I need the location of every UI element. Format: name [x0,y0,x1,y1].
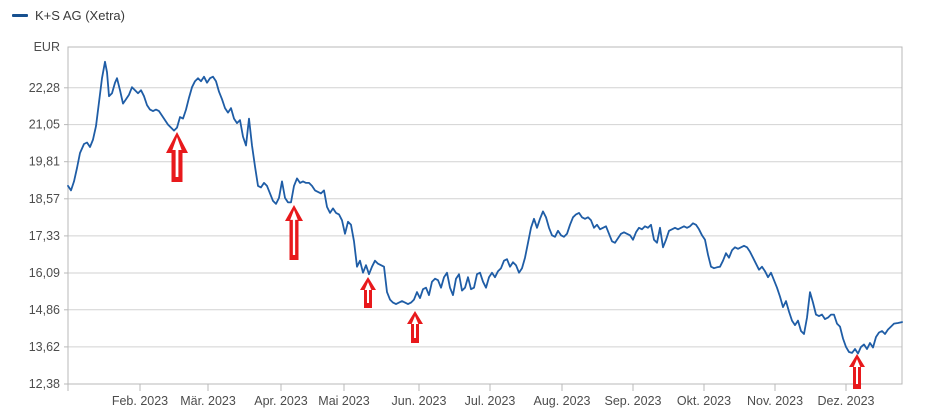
x-axis-tick-label: Apr. 2023 [254,394,308,408]
buy-signal-arrow-inner-icon [364,282,372,303]
y-axis-tick-label: 21,05 [29,118,60,132]
y-axis-tick-label: 19,81 [29,155,60,169]
y-axis-tick-label: 18,57 [29,192,60,206]
x-axis-tick-label: Sep. 2023 [605,394,662,408]
buy-signal-arrow-inner-icon [290,210,298,255]
buy-signal-arrow-inner-icon [411,316,419,338]
x-axis-tick-label: Nov. 2023 [747,394,803,408]
series-label: K+S AG (Xetra) [35,8,125,23]
x-axis-tick-label: Okt. 2023 [677,394,731,408]
y-axis-tick-label: 16,09 [29,266,60,280]
x-axis-tick-label: Dez. 2023 [818,394,875,408]
legend[interactable]: K+S AG (Xetra) [12,8,125,23]
y-axis-tick-label: 14,86 [29,303,60,317]
price-line [67,60,903,355]
y-axis-tick-label: 12,38 [29,377,60,391]
buy-signal-arrow-inner-icon [172,137,182,177]
x-axis-tick-label: Feb. 2023 [112,394,168,408]
x-axis-tick-label: Aug. 2023 [534,394,591,408]
x-axis-tick-label: Jul. 2023 [465,394,516,408]
x-axis-tick-label: Mai 2023 [318,394,369,408]
y-axis-unit-label: EUR [34,40,60,54]
y-axis-tick-label: 13,62 [29,340,60,354]
y-axis-tick-label: 22,28 [29,81,60,95]
series-color-swatch [12,14,28,17]
plot-area[interactable] [68,47,902,384]
x-axis-tick-label: Mär. 2023 [180,394,236,408]
y-axis-tick-label: 17,33 [29,229,60,243]
x-axis-tick-label: Jun. 2023 [392,394,447,408]
buy-signal-arrow-inner-icon [853,359,861,384]
plot-border [67,46,903,385]
